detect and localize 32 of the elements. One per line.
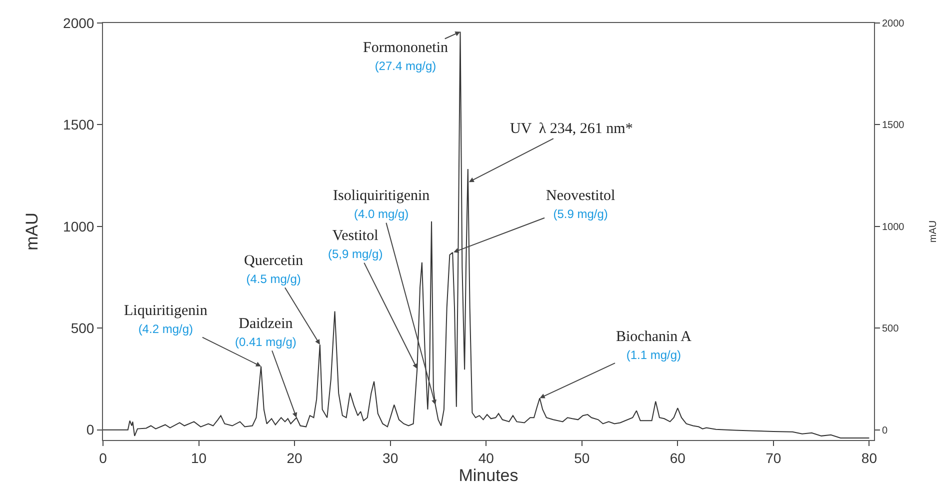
annotation: Biochanin A (1.1 mg/g) xyxy=(616,329,692,362)
annotation: Formononetin (27.4 mg/g) xyxy=(363,40,448,74)
annotation: Quercetin (4.5 mg/g) xyxy=(244,253,304,286)
y2-tick-label: 1000 xyxy=(882,222,905,233)
annotation: Daidzein (0.41 mg/g) xyxy=(235,316,296,350)
x-tick-label: 20 xyxy=(286,450,303,466)
x-tick-label: 50 xyxy=(574,450,590,466)
x-tick-label: 10 xyxy=(190,450,207,466)
y-tick-label: 1500 xyxy=(63,116,94,133)
annotation: Vestitol (5,9 mg/g) xyxy=(328,228,383,262)
line-series xyxy=(103,31,870,438)
y2-tick-label: 500 xyxy=(882,324,900,335)
y-tick-label: 1000 xyxy=(63,218,94,234)
x-tick-label: 60 xyxy=(670,450,686,466)
y-tick-label: 500 xyxy=(70,320,94,336)
y2-tick-label: 2000 xyxy=(882,18,905,30)
y-tick-label: 0 xyxy=(86,422,94,438)
x-tick-label: 70 xyxy=(766,450,782,466)
annotation: Liquiritigenin (4.2 mg/g) xyxy=(124,303,208,336)
x-tick-label: 40 xyxy=(478,450,494,466)
y-axis-title: mAU xyxy=(22,212,42,250)
y2-tick-label: 1500 xyxy=(882,120,905,132)
annotation: UV λ 234, 261 nm* xyxy=(510,121,633,137)
y2-tick-label: 0 xyxy=(882,425,888,436)
x-tick-label: 80 xyxy=(861,450,878,466)
x-tick-label: 30 xyxy=(382,450,398,466)
annotation: Neovestitol (5.9 mg/g) xyxy=(546,188,616,222)
y-tick-label: 2000 xyxy=(63,14,94,31)
y2-axis-title: mAU xyxy=(928,220,940,243)
x-axis-title: Minutes xyxy=(458,466,518,486)
annotation: Isoliquiritigenin (4.0 mg/g) xyxy=(333,188,430,222)
x-tick-label: 0 xyxy=(99,450,108,466)
